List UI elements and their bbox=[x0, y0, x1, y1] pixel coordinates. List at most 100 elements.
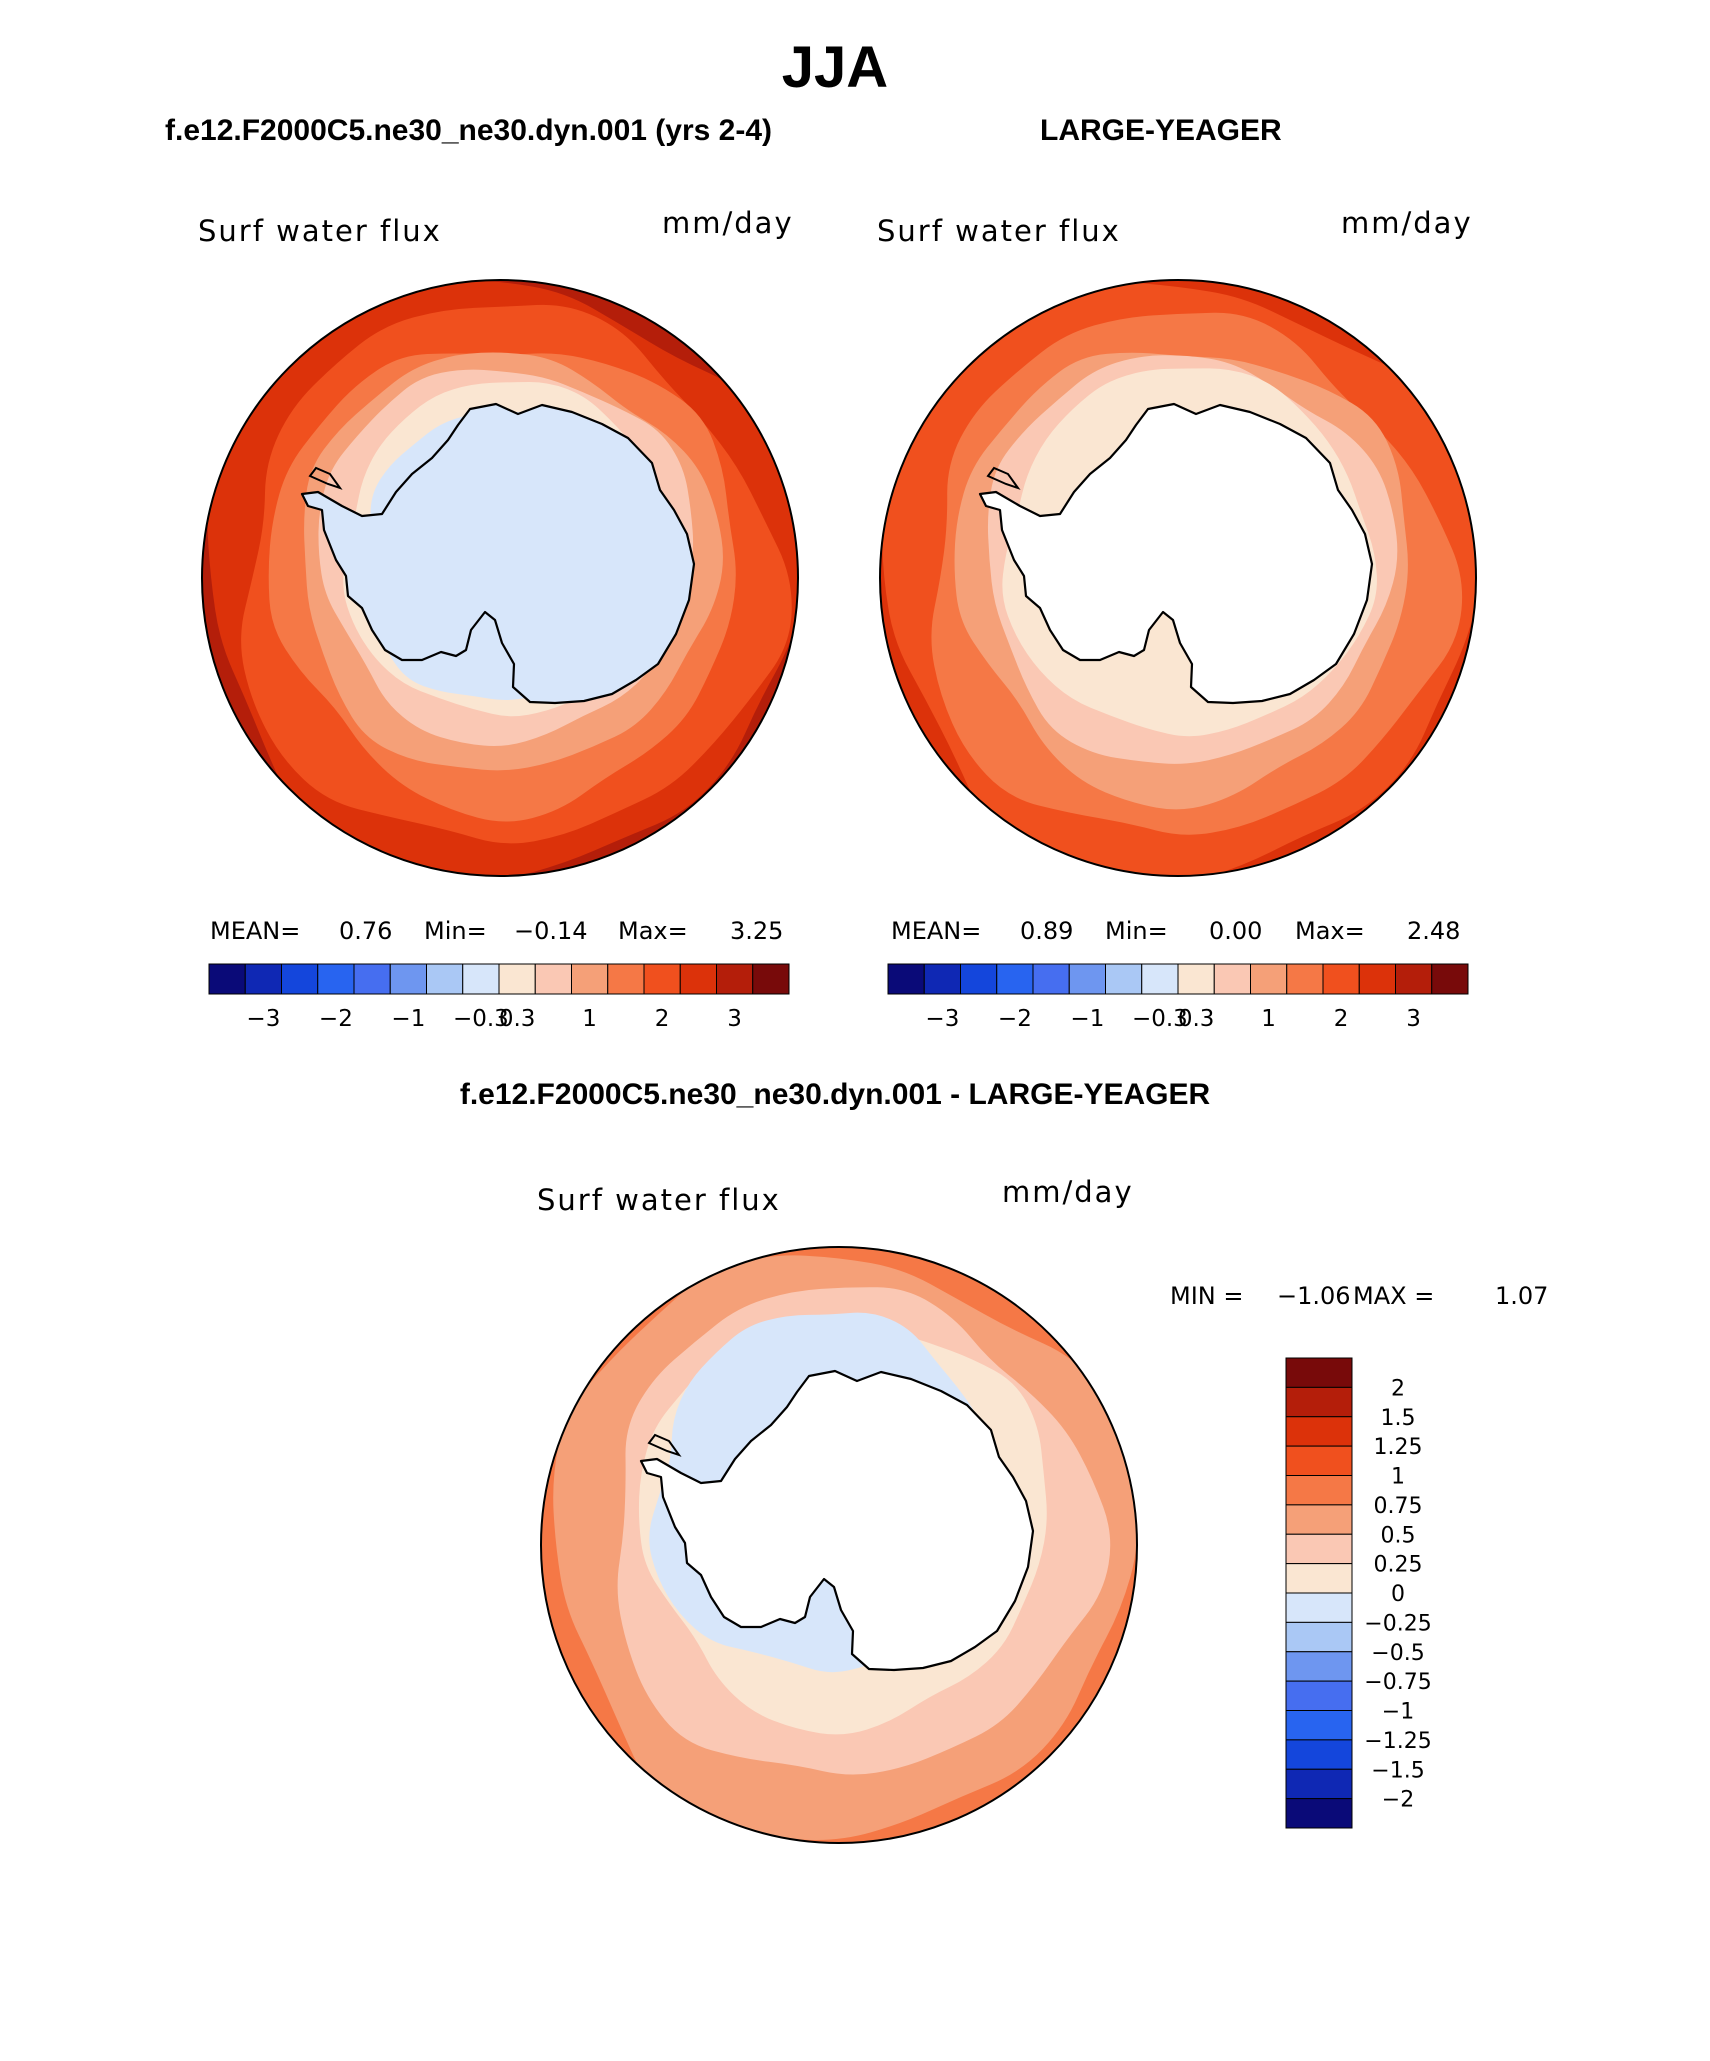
antarctic-peninsula-outline bbox=[647, 1433, 682, 1457]
colorbar-swatch bbox=[208, 963, 246, 995]
colorbar-swatch bbox=[1285, 1357, 1353, 1388]
colorbar-swatch bbox=[1431, 963, 1469, 995]
colorbar-swatch bbox=[1285, 1386, 1353, 1418]
colorbar-swatch bbox=[281, 963, 319, 995]
colorbar-swatch bbox=[462, 963, 500, 995]
antarctica-coastline bbox=[300, 402, 696, 705]
antarctic-peninsula-outline bbox=[986, 466, 1021, 490]
polar-map-diff bbox=[540, 1246, 1138, 1844]
stat-min-value: −0.14 bbox=[514, 917, 588, 945]
colorbar-tick-label: 3 bbox=[727, 1006, 742, 1032]
colorbar-swatch bbox=[1285, 1621, 1353, 1653]
colorbar-tick-label: 0.75 bbox=[1374, 1494, 1423, 1519]
colorbar-tick-label: 0.5 bbox=[1381, 1523, 1416, 1548]
colorbar-tick-label: 1 bbox=[582, 1006, 597, 1032]
panel-header-diff: f.e12.F2000C5.ne30_ne30.dyn.001 - LARGE-… bbox=[459, 1078, 1211, 1111]
colorbar-swatch bbox=[426, 963, 464, 995]
colorbar-tick-label: −2 bbox=[1382, 1788, 1414, 1813]
colorbar-swatch bbox=[317, 963, 355, 995]
stat-max-value: 2.48 bbox=[1407, 917, 1461, 945]
variable-label-obs: Surf water flux bbox=[877, 214, 1121, 248]
colorbar-swatch bbox=[1285, 1416, 1353, 1447]
colorbar-swatch bbox=[1285, 1504, 1353, 1535]
colorbar-tick-label: −3 bbox=[925, 1006, 959, 1032]
colorbar-swatch bbox=[1141, 963, 1179, 995]
colorbar-tick-label: −1.25 bbox=[1364, 1729, 1431, 1754]
variable-label-diff: Surf water flux bbox=[537, 1183, 781, 1217]
colorbar-tick-label: −2 bbox=[319, 1006, 353, 1032]
antarctica-coastline bbox=[639, 1369, 1035, 1672]
colorbar-swatch bbox=[353, 963, 391, 995]
colorbar-swatch bbox=[1285, 1739, 1353, 1770]
colorbar-swatch bbox=[887, 963, 925, 995]
polar-map-model bbox=[201, 279, 799, 877]
stat-min-value: 0.00 bbox=[1209, 917, 1263, 945]
stat-min-label: Min= bbox=[424, 917, 487, 945]
colorbar-swatch bbox=[1285, 1592, 1353, 1623]
stat-mean-value: 0.89 bbox=[1020, 917, 1074, 945]
colorbar-tick-label: 1.25 bbox=[1374, 1435, 1423, 1460]
colorbar-swatch bbox=[1177, 963, 1215, 995]
colorbar-swatch bbox=[389, 963, 427, 995]
colorbar-tick-label: −0.5 bbox=[1371, 1641, 1424, 1666]
colorbar-tick-label: −0.3 bbox=[453, 1006, 509, 1032]
colorbar-tick-label: −0.75 bbox=[1364, 1670, 1431, 1695]
colorbar-tick-label: −0.3 bbox=[1132, 1006, 1188, 1032]
colorbar-swatch bbox=[607, 963, 645, 995]
panel-header-model: f.e12.F2000C5.ne30_ne30.dyn.001 (yrs 2-4… bbox=[165, 114, 773, 147]
colorbar-tick-label: −3 bbox=[246, 1006, 280, 1032]
colorbar-swatch bbox=[1068, 963, 1106, 995]
colorbar-tick-label: 1 bbox=[1261, 1006, 1276, 1032]
stat-max-label: MAX = bbox=[1353, 1282, 1435, 1310]
map-boundary bbox=[201, 279, 799, 877]
colorbar-tick-label: −0.25 bbox=[1364, 1611, 1431, 1636]
colorbar-swatch bbox=[571, 963, 609, 995]
stat-min-label: MIN = bbox=[1170, 1282, 1244, 1310]
colorbar-tick-label: 2 bbox=[1391, 1376, 1405, 1401]
stat-max-value: 1.07 bbox=[1495, 1282, 1549, 1310]
panel-header-obs: LARGE-YEAGER bbox=[1040, 114, 1282, 147]
map-boundary bbox=[540, 1246, 1138, 1844]
colorbar-swatch bbox=[752, 963, 790, 995]
map-boundary bbox=[879, 279, 1477, 877]
colorbar-tick-label: 0.3 bbox=[1178, 1006, 1215, 1032]
colorbar-swatch bbox=[1285, 1798, 1353, 1829]
colorbar-swatch bbox=[1322, 963, 1360, 995]
colorbar-swatch bbox=[1213, 963, 1251, 995]
colorbar-tick-label: −1 bbox=[1382, 1700, 1414, 1725]
stat-min-value: −1.06 bbox=[1277, 1282, 1351, 1310]
colorbar-tick-label: −1 bbox=[391, 1006, 425, 1032]
colorbar-swatch bbox=[643, 963, 681, 995]
colorbar-swatch bbox=[1032, 963, 1070, 995]
antarctica-coastline bbox=[978, 402, 1374, 705]
colorbar-tick-label: 1 bbox=[1391, 1465, 1405, 1490]
colorbar-swatch bbox=[1285, 1445, 1353, 1476]
colorbar-tick-label: 1.5 bbox=[1381, 1406, 1416, 1431]
colorbar-swatch bbox=[1285, 1533, 1353, 1565]
colorbar-tick-label: 0.3 bbox=[499, 1006, 536, 1032]
stat-mean-label: MEAN= bbox=[891, 917, 982, 945]
units-label-model: mm/day bbox=[662, 206, 794, 240]
colorbar-obs: −3 −2 −1 −0.30.3 1 2 3 bbox=[887, 963, 1469, 1032]
colorbar-swatch bbox=[1285, 1651, 1353, 1682]
colorbar-swatch bbox=[923, 963, 961, 995]
colorbar-swatch bbox=[1285, 1768, 1353, 1800]
units-label-diff: mm/day bbox=[1002, 1175, 1134, 1209]
colorbar-tick-label: 0 bbox=[1391, 1582, 1405, 1607]
colorbar-tick-label: −1.5 bbox=[1371, 1758, 1424, 1783]
colorbar-swatch bbox=[716, 963, 754, 995]
colorbar-swatch bbox=[960, 963, 998, 995]
colorbar-swatch bbox=[996, 963, 1034, 995]
colorbar-diff: 2 1.5 1.25 1 0.75 0.5 0.25 0 −0.25 −0.5 −0.75 −1 −1.… bbox=[1285, 1357, 1432, 1829]
colorbar-swatch bbox=[498, 963, 536, 995]
antarctic-peninsula-outline bbox=[308, 466, 343, 490]
colorbar-tick-label: 3 bbox=[1406, 1006, 1421, 1032]
colorbar-model: −3 −2 −1 −0.30.3 1 2 3 bbox=[208, 963, 790, 1032]
colorbar-swatch bbox=[1395, 963, 1433, 995]
colorbar-tick-label: −1 bbox=[1070, 1006, 1104, 1032]
stat-max-label: Max= bbox=[1295, 917, 1365, 945]
stat-max-label: Max= bbox=[618, 917, 688, 945]
colorbar-swatch bbox=[1285, 1680, 1353, 1711]
colorbar-swatch bbox=[1250, 963, 1288, 995]
units-label-obs: mm/day bbox=[1341, 206, 1473, 240]
